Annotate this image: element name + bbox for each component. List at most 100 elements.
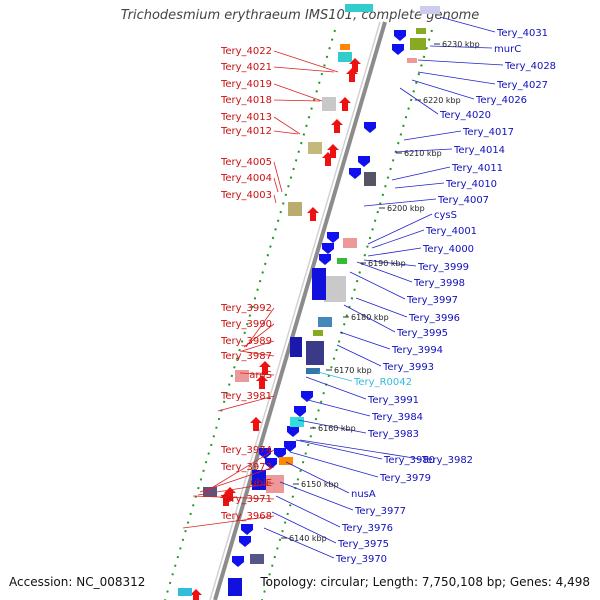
gene-block[interactable] (410, 38, 426, 50)
forward-gene-arrow[interactable] (339, 97, 351, 111)
right-gene-label[interactable]: Tery_4020 (439, 110, 491, 121)
gene-block[interactable] (313, 330, 323, 336)
reverse-gene-arrow[interactable] (394, 30, 406, 41)
gene-block[interactable] (288, 202, 302, 216)
gene-block[interactable] (235, 370, 249, 382)
right-gene-label[interactable]: Tery_3999 (417, 262, 469, 273)
right-gene-label[interactable]: Tery_3982 (421, 455, 473, 466)
left-gene-label[interactable]: Tery_3968 (220, 511, 272, 522)
right-gene-label[interactable]: Tery_4028 (504, 61, 556, 72)
reverse-gene-arrow[interactable] (358, 156, 370, 167)
left-gene-label[interactable]: Tery_3987 (220, 351, 272, 362)
gene-block[interactable] (228, 578, 242, 596)
gene-block[interactable] (178, 588, 192, 596)
right-gene-label[interactable]: Tery_3975 (337, 539, 389, 550)
left-gene-label[interactable]: Tery_4004 (220, 173, 272, 184)
left-gene-label[interactable]: ubiE (250, 478, 272, 489)
reverse-gene-arrow[interactable] (241, 524, 253, 535)
reverse-gene-arrow[interactable] (239, 536, 251, 547)
left-gene-label[interactable]: Tery_4005 (220, 157, 272, 168)
right-gene-label[interactable]: Tery_3995 (396, 328, 448, 339)
right-gene-label[interactable]: Tery_4026 (475, 95, 527, 106)
gene-block[interactable] (340, 44, 350, 50)
gene-block[interactable] (279, 457, 293, 465)
gene-block[interactable] (324, 276, 346, 302)
right-gene-label[interactable]: Tery_4014 (453, 145, 505, 156)
left-gene-label[interactable]: Tery_4019 (220, 79, 272, 90)
right-gene-label[interactable]: cysS (434, 210, 457, 221)
gene-block[interactable] (416, 28, 426, 34)
right-gene-label[interactable]: Tery_3991 (367, 395, 419, 406)
right-gene-label[interactable]: Tery_4010 (445, 179, 497, 190)
right-gene-label[interactable]: Tery_4001 (425, 226, 477, 237)
reverse-gene-arrow[interactable] (364, 122, 376, 133)
reverse-gene-arrow[interactable] (327, 232, 339, 243)
forward-gene-arrow[interactable] (256, 375, 268, 389)
left-gene-label[interactable]: Tery_3990 (220, 319, 272, 330)
gene-block[interactable] (266, 475, 284, 493)
gene-block[interactable] (364, 172, 376, 186)
forward-gene-arrow[interactable] (190, 589, 202, 600)
reverse-gene-arrow[interactable] (301, 391, 313, 402)
right-gene-label[interactable]: Tery_3980 (383, 455, 435, 466)
gene-block[interactable] (322, 97, 336, 111)
reverse-gene-arrow[interactable] (349, 168, 361, 179)
gene-block[interactable] (343, 238, 357, 248)
forward-gene-arrow[interactable] (331, 119, 343, 133)
left-gene-label[interactable]: Tery_4013 (220, 112, 272, 123)
right-gene-label[interactable]: nusA (351, 489, 376, 500)
right-gene-label[interactable]: Tery_4007 (437, 195, 489, 206)
reverse-gene-arrow[interactable] (284, 441, 296, 452)
right-gene-label[interactable]: Tery_3983 (367, 429, 419, 440)
left-gene-label[interactable]: Tery_3992 (220, 303, 272, 314)
left-gene-label[interactable]: Tery_4022 (220, 46, 272, 57)
gene-block[interactable] (407, 58, 417, 63)
right-gene-label[interactable]: Tery_4011 (451, 163, 503, 174)
forward-gene-arrow[interactable] (322, 152, 334, 166)
gene-block[interactable] (337, 258, 347, 264)
gene-block[interactable] (312, 268, 326, 300)
forward-gene-arrow[interactable] (250, 417, 262, 431)
reverse-gene-arrow[interactable] (232, 556, 244, 567)
left-gene-label[interactable]: Tery_4012 (220, 126, 272, 137)
left-gene-label[interactable]: Tery_4021 (220, 62, 272, 73)
right-gene-label[interactable]: Tery_3997 (406, 295, 458, 306)
right-gene-label[interactable]: Tery_4031 (496, 28, 548, 39)
gene-block[interactable] (290, 337, 302, 357)
gene-block[interactable] (203, 487, 217, 497)
gene-block[interactable] (306, 341, 324, 365)
left-gene-label[interactable]: Tery_3981 (220, 391, 272, 402)
left-gene-label[interactable]: Tery_3973 (220, 462, 272, 473)
reverse-gene-arrow[interactable] (319, 254, 331, 265)
gene-block[interactable] (306, 368, 320, 374)
reverse-gene-arrow[interactable] (287, 426, 299, 437)
gene-block[interactable] (250, 554, 264, 564)
right-gene-label[interactable]: Tery_3996 (408, 313, 460, 324)
forward-gene-arrow[interactable] (307, 207, 319, 221)
right-rna-label[interactable]: Tery_R0042 (353, 377, 412, 388)
right-gene-label[interactable]: murC (494, 44, 521, 55)
reverse-gene-arrow[interactable] (294, 406, 306, 417)
gene-block[interactable] (420, 6, 440, 14)
reverse-gene-arrow[interactable] (322, 243, 334, 254)
gene-block[interactable] (308, 142, 322, 154)
reverse-gene-arrow[interactable] (274, 448, 286, 459)
right-gene-label[interactable]: Tery_3977 (354, 506, 406, 517)
right-gene-label[interactable]: Tery_3993 (382, 362, 434, 373)
forward-gene-arrow[interactable] (220, 492, 232, 506)
right-gene-label[interactable]: Tery_3970 (335, 554, 387, 565)
right-gene-label[interactable]: Tery_4000 (422, 244, 474, 255)
right-gene-label[interactable]: Tery_4017 (462, 127, 514, 138)
gene-block[interactable] (338, 52, 352, 62)
right-gene-label[interactable]: Tery_3984 (371, 412, 423, 423)
left-gene-label[interactable]: argS (249, 370, 272, 381)
left-gene-label[interactable]: Tery_3989 (220, 336, 272, 347)
reverse-gene-arrow[interactable] (392, 44, 404, 55)
gene-block[interactable] (290, 417, 304, 427)
left-gene-label[interactable]: Tery_3971 (220, 494, 272, 505)
reverse-gene-arrow[interactable] (265, 458, 277, 469)
gene-block[interactable] (345, 4, 373, 12)
reverse-gene-arrow[interactable] (259, 448, 271, 459)
left-gene-label[interactable]: Tery_4018 (220, 95, 272, 106)
